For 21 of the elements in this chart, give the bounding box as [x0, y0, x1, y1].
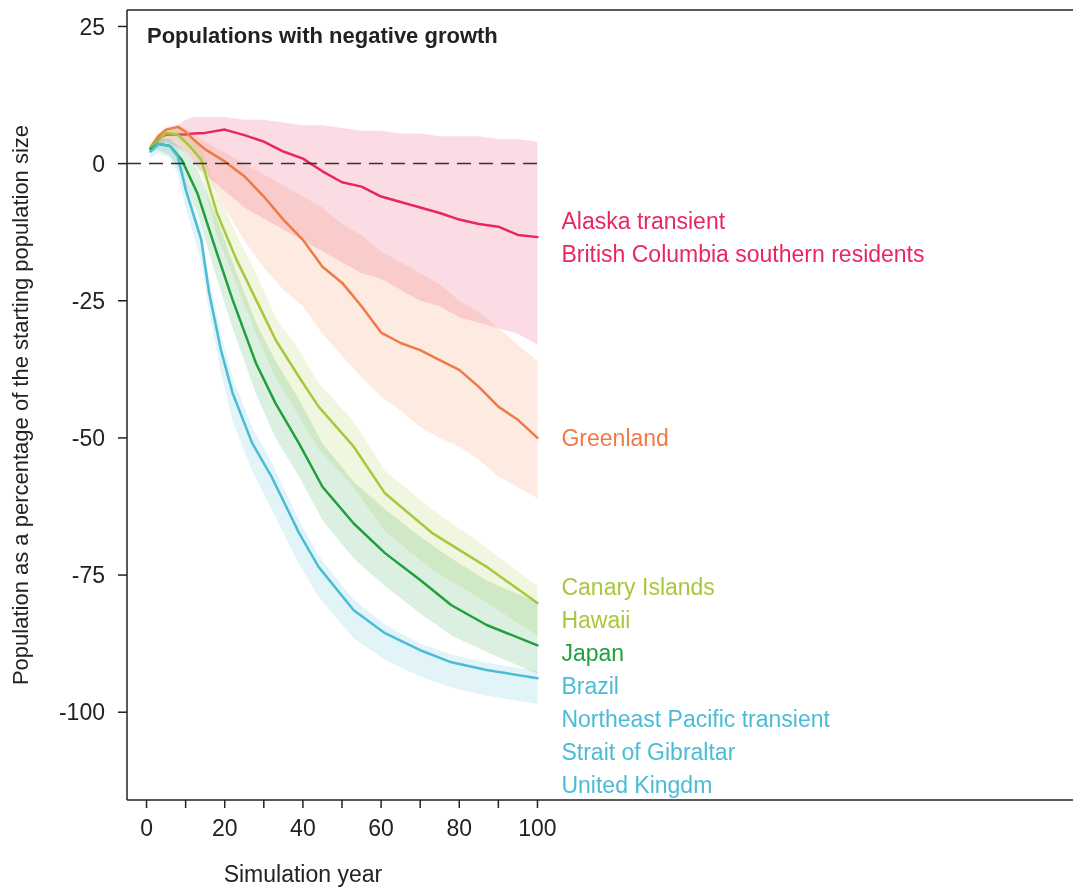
series-label: Brazil Northeast Pacific transient Strait of Gibraltar United Kingdm	[561, 672, 831, 798]
x-tick-label: 20	[211, 815, 238, 841]
x-tick-label: 40	[290, 815, 316, 841]
series-label: Japan	[561, 639, 625, 666]
y-tick-label: -75	[71, 562, 105, 589]
x-tick-label: 60	[368, 815, 394, 841]
x-tick-label: 0	[140, 815, 153, 841]
series-label: Alaska transient British Columbia southern residents	[561, 207, 925, 267]
y-tick-label: -100	[58, 699, 105, 726]
x-axis-title: Simulation year	[223, 861, 383, 887]
y-tick-label: 25	[79, 13, 105, 40]
series-label: Greenland	[561, 424, 669, 451]
y-tick-label: -25	[71, 287, 105, 314]
line-series	[149, 125, 539, 440]
y-tick-label: 0	[92, 150, 105, 177]
x-tick-label: 80	[446, 815, 473, 841]
text: Populations with negative growth	[147, 23, 498, 48]
series-label: Canary Islands Hawaii	[561, 573, 715, 633]
x-tick-label: 100	[518, 815, 557, 841]
y-tick-label: -50	[71, 424, 105, 451]
y-axis-title: Population as a percentage of the starting population size	[8, 124, 33, 686]
